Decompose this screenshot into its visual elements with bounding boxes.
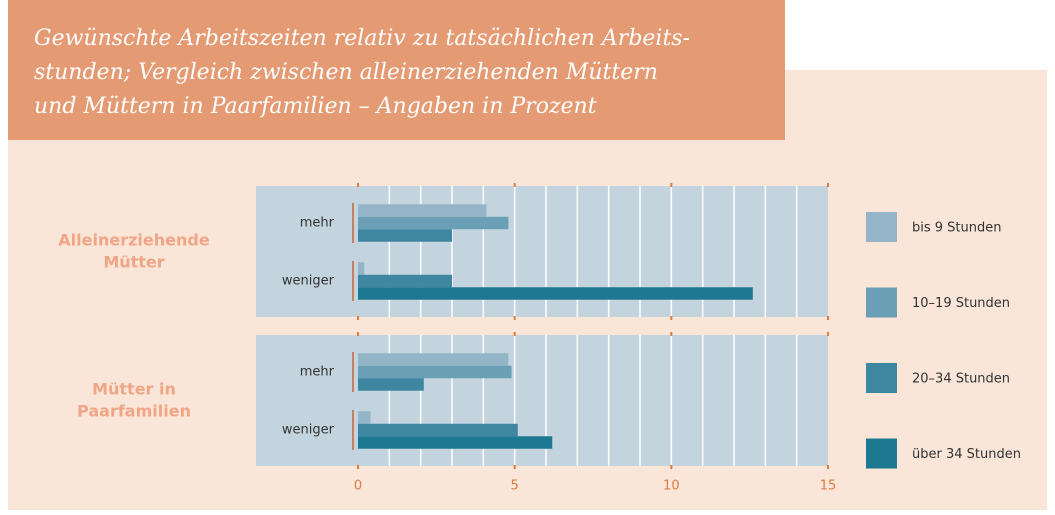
legend-label: über 34 Stunden: [912, 447, 1021, 462]
bar: [358, 274, 452, 288]
chart-title: stunden; Vergleich zwischen alleinerzieh…: [34, 60, 658, 85]
bar: [358, 229, 452, 242]
x-tick-label: 0: [354, 479, 362, 494]
x-tick-label: 10: [663, 479, 680, 494]
category-label: mehr: [300, 365, 335, 380]
legend-label: 20–34 Stunden: [912, 372, 1010, 387]
category-label: weniger: [282, 423, 335, 438]
chart-title: und Müttern in Paarfamilien – Angaben in…: [34, 94, 597, 119]
category-label: mehr: [300, 216, 335, 231]
category-label: weniger: [282, 274, 335, 289]
group-label: Paarfamilien: [77, 402, 191, 421]
bar: [358, 204, 487, 217]
legend-swatch: [866, 438, 897, 469]
bar: [358, 411, 371, 424]
group-label: Alleinerziehende: [58, 231, 210, 250]
chart-title: Gewünschte Arbeitszeiten relativ zu tats…: [34, 26, 690, 51]
x-tick-label: 5: [511, 479, 519, 494]
bar: [358, 262, 365, 275]
group-label: Mütter in: [92, 380, 176, 399]
legend-swatch: [866, 363, 897, 393]
bar: [358, 378, 424, 391]
bar: [358, 436, 553, 449]
group-label: Mütter: [103, 253, 164, 272]
bar: [358, 365, 512, 379]
x-tick-label: 15: [820, 479, 837, 494]
legend-label: bis 9 Stunden: [912, 221, 1002, 236]
legend-swatch: [866, 212, 897, 242]
bar: [358, 287, 753, 300]
bar: [358, 353, 509, 366]
title-box: [8, 0, 785, 140]
bar: [358, 423, 518, 437]
legend-swatch: [866, 287, 897, 318]
bar: [358, 216, 509, 230]
legend-label: 10–19 Stunden: [912, 296, 1010, 311]
